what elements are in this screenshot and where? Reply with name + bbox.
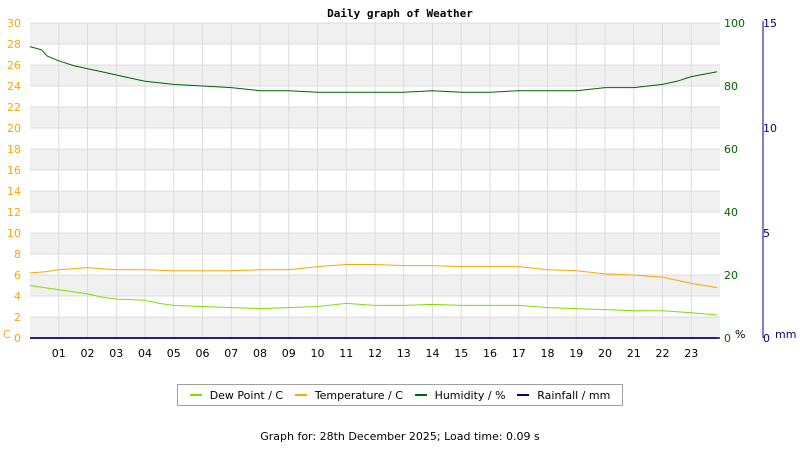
y-tick-label-left: 22 [7,101,21,114]
y-tick-label-rainfall: 0 [763,332,770,345]
x-tick-label: 23 [684,347,698,360]
series-line-humidity [29,46,718,93]
x-tick-label: 08 [253,347,267,360]
legend-item-temperature: Temperature / C [294,388,403,402]
y-tick-label-humidity: 60 [724,143,738,156]
x-tick-label: 17 [512,347,526,360]
rainfall-axis-unit: mm [775,328,796,341]
legend-swatch [414,394,427,396]
y-tick-label-left: 26 [7,59,21,72]
x-tick-label: 15 [454,347,468,360]
legend-label: Dew Point / C [209,388,284,402]
x-tick-label: 18 [541,347,555,360]
y-tick-label-left: 10 [7,227,21,240]
legend-item-humidity: Humidity / % [414,388,506,402]
y-tick-label-left: 2 [14,311,21,324]
legend: Dew Point / C Temperature / C Humidity /… [177,384,623,406]
x-tick-label: 20 [598,347,612,360]
x-tick-label: 22 [656,347,670,360]
x-tick-label: 16 [483,347,497,360]
legend-swatch [189,394,202,396]
y-tick-label-left: 8 [14,248,21,261]
y-tick-label-humidity: 20 [724,269,738,282]
y-tick-label-humidity: 80 [724,80,738,93]
y-tick-label-left: 4 [14,290,21,303]
y-tick-label-humidity: 100 [724,17,745,30]
x-tick-label: 01 [52,347,66,360]
x-tick-label: 11 [339,347,353,360]
y-tick-label-humidity: 0 [724,332,731,345]
x-tick-label: 04 [138,347,152,360]
x-tick-label: 14 [426,347,440,360]
humidity-axis-unit: % [735,328,745,341]
y-tick-label-left: 6 [14,269,21,282]
y-tick-label-rainfall: 10 [763,122,777,135]
y-tick-label-left: 0 [14,332,21,345]
y-tick-label-left: 24 [7,80,21,93]
x-tick-label: 05 [167,347,181,360]
axes [30,21,764,339]
legend-item-rainfall: Rainfall / mm [517,389,610,402]
legend-label: Humidity / % [434,388,506,402]
y-tick-label-left: 30 [7,17,21,30]
x-tick-label: 06 [196,347,210,360]
x-tick-label: 13 [397,347,411,360]
x-tick-label: 03 [109,347,123,360]
footer-status: Graph for: 28th December 2025; Load time… [260,430,540,443]
x-tick-label: 10 [311,347,325,360]
x-tick-label: 02 [81,347,95,360]
y-tick-label-left: 18 [7,143,21,156]
left-axis-unit: C [3,328,11,341]
legend-label: Temperature / C [314,388,403,402]
x-tick-label: 21 [627,347,641,360]
y-tick-label-humidity: 40 [724,206,738,219]
legend-label: Rainfall / mm [537,388,611,402]
y-tick-label-left: 28 [7,38,21,51]
y-tick-label-rainfall: 15 [763,17,777,30]
legend-item-dew-point: Dew Point / C [189,388,284,402]
x-tick-label: 07 [224,347,238,360]
series-line-dew-point [29,285,718,316]
x-tick-label: 09 [282,347,296,360]
y-tick-label-left: 12 [7,206,21,219]
x-tick-label: 19 [569,347,583,360]
series-line-temperature [29,264,718,289]
y-tick-label-left: 14 [7,185,21,198]
y-tick-label-left: 16 [7,164,21,177]
chart-title: Daily graph of Weather [327,7,473,20]
legend-swatch [294,394,307,396]
x-tick-label: 12 [368,347,382,360]
tick-labels: 0246810121416182022242628300204060801000… [7,17,777,360]
grid-lines [30,22,720,339]
y-tick-label-left: 20 [7,122,21,135]
legend-swatch [517,394,530,396]
y-tick-label-rainfall: 5 [763,227,770,240]
